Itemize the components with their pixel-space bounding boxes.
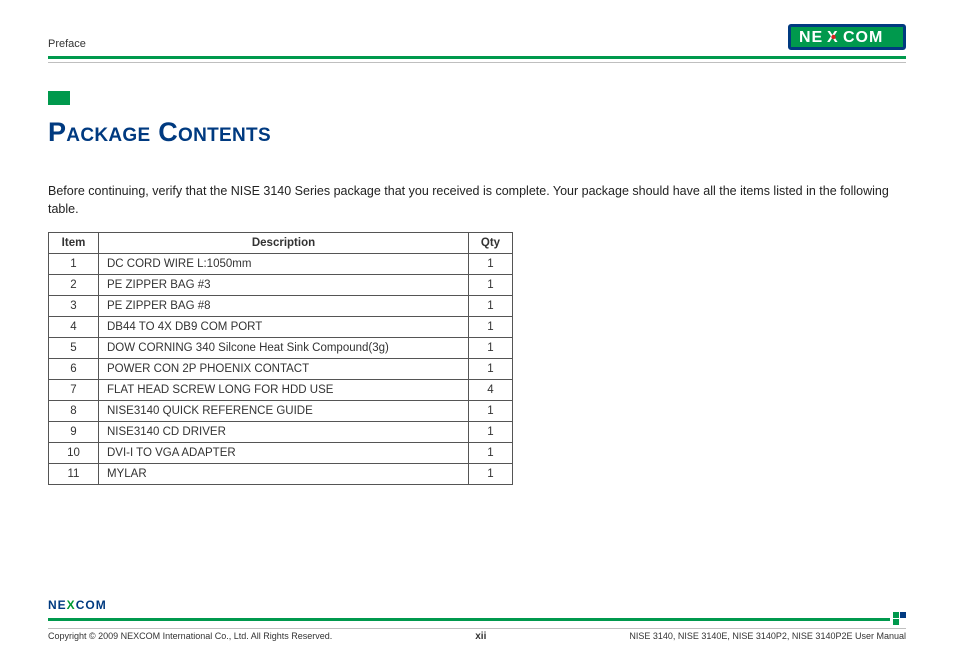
- cell-qty: 1: [469, 401, 513, 422]
- cell-description: DOW CORNING 340 Silcone Heat Sink Compou…: [99, 338, 469, 359]
- svg-text:NE: NE: [799, 29, 823, 46]
- table-row: 3PE ZIPPER BAG #81: [49, 296, 513, 317]
- cell-description: DC CORD WIRE L:1050mm: [99, 254, 469, 275]
- cell-description: NISE3140 QUICK REFERENCE GUIDE: [99, 401, 469, 422]
- cell-item: 2: [49, 275, 99, 296]
- cell-qty: 1: [469, 338, 513, 359]
- cell-description: PE ZIPPER BAG #3: [99, 275, 469, 296]
- cell-item: 10: [49, 443, 99, 464]
- footer-manual-title: NISE 3140, NISE 3140E, NISE 3140P2, NISE…: [629, 631, 906, 641]
- cell-description: DB44 TO 4X DB9 COM PORT: [99, 317, 469, 338]
- cell-item: 3: [49, 296, 99, 317]
- brand-logo: NE X COM: [788, 24, 906, 50]
- table-row: 8NISE3140 QUICK REFERENCE GUIDE1: [49, 401, 513, 422]
- cell-description: FLAT HEAD SCREW LONG FOR HDD USE: [99, 380, 469, 401]
- svg-text:COM: COM: [843, 29, 883, 46]
- page-tab: [48, 91, 70, 105]
- table-row: 9NISE3140 CD DRIVER1: [49, 422, 513, 443]
- cell-qty: 1: [469, 464, 513, 485]
- cell-qty: 1: [469, 359, 513, 380]
- header-rule: [48, 56, 906, 63]
- cell-item: 6: [49, 359, 99, 380]
- cell-qty: 1: [469, 443, 513, 464]
- cell-item: 5: [49, 338, 99, 359]
- cell-item: 8: [49, 401, 99, 422]
- cell-qty: 1: [469, 254, 513, 275]
- cell-qty: 1: [469, 296, 513, 317]
- th-item: Item: [49, 233, 99, 254]
- cell-qty: 1: [469, 422, 513, 443]
- page-title: Package Contents: [48, 117, 906, 148]
- table-row: 6POWER CON 2P PHOENIX CONTACT1: [49, 359, 513, 380]
- footer-glyph-icon: [892, 612, 906, 626]
- table-row: 4DB44 TO 4X DB9 COM PORT1: [49, 317, 513, 338]
- cell-description: NISE3140 CD DRIVER: [99, 422, 469, 443]
- cell-item: 1: [49, 254, 99, 275]
- cell-item: 7: [49, 380, 99, 401]
- footer-page-number: xii: [475, 631, 486, 642]
- cell-item: 9: [49, 422, 99, 443]
- table-row: 10DVI-I TO VGA ADAPTER1: [49, 443, 513, 464]
- table-row: 11MYLAR1: [49, 464, 513, 485]
- cell-description: MYLAR: [99, 464, 469, 485]
- cell-qty: 1: [469, 275, 513, 296]
- th-description: Description: [99, 233, 469, 254]
- cell-description: POWER CON 2P PHOENIX CONTACT: [99, 359, 469, 380]
- th-qty: Qty: [469, 233, 513, 254]
- cell-description: DVI-I TO VGA ADAPTER: [99, 443, 469, 464]
- table-row: 5DOW CORNING 340 Silcone Heat Sink Compo…: [49, 338, 513, 359]
- package-contents-table: Item Description Qty 1DC CORD WIRE L:105…: [48, 232, 513, 485]
- page-footer: NEXCOM Copyright © 2009 NEXCOM Internati…: [48, 596, 906, 642]
- footer-logo: NEXCOM: [48, 598, 107, 612]
- intro-text: Before continuing, verify that the NISE …: [48, 182, 906, 218]
- cell-item: 4: [49, 317, 99, 338]
- header-section: Preface: [48, 38, 86, 50]
- cell-qty: 1: [469, 317, 513, 338]
- table-row: 1DC CORD WIRE L:1050mm1: [49, 254, 513, 275]
- cell-qty: 4: [469, 380, 513, 401]
- cell-item: 11: [49, 464, 99, 485]
- table-header-row: Item Description Qty: [49, 233, 513, 254]
- cell-description: PE ZIPPER BAG #8: [99, 296, 469, 317]
- table-row: 2PE ZIPPER BAG #31: [49, 275, 513, 296]
- table-row: 7FLAT HEAD SCREW LONG FOR HDD USE4: [49, 380, 513, 401]
- footer-copyright: Copyright © 2009 NEXCOM International Co…: [48, 631, 332, 641]
